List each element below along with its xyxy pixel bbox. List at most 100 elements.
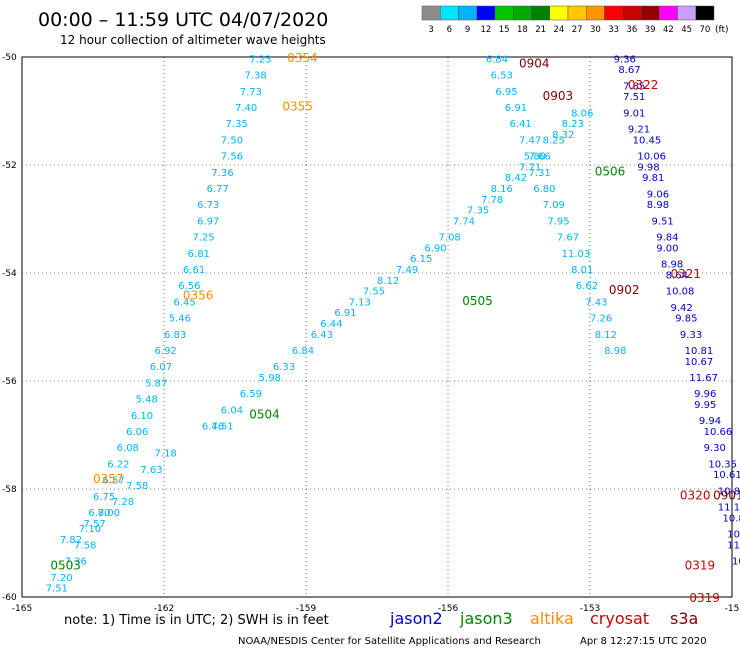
wave-height-value: 10.11 xyxy=(732,557,740,568)
wave-height-value: 9.01 xyxy=(623,108,645,119)
wave-height-value: 6.80 xyxy=(533,184,555,195)
wave-height-value: 5.46 xyxy=(169,314,191,325)
colorbar-label: 6 xyxy=(447,25,452,35)
wave-height-value: 6.84 xyxy=(486,54,508,65)
wave-height-value: 8.01 xyxy=(571,265,593,276)
colorbar-label: 33 xyxy=(608,25,619,35)
wave-height-value: 7.67 xyxy=(557,233,579,244)
colorbar-swatch xyxy=(659,5,678,21)
colorbar-swatch xyxy=(494,5,514,21)
wave-height-value: 10.61 xyxy=(713,470,740,481)
pass-time-label: 0354 xyxy=(287,51,318,65)
pass-time-label: 0356 xyxy=(183,289,214,303)
colorbar-label: 45 xyxy=(681,25,692,35)
wave-height-value: 6.06 xyxy=(126,427,148,438)
wave-height-value: 9.98 xyxy=(637,162,659,173)
wave-height-value: 8.12 xyxy=(377,276,399,287)
wave-height-value: 7.51 xyxy=(211,422,233,433)
wave-height-value: 7.43 xyxy=(585,297,607,308)
wave-height-value: 6.53 xyxy=(491,71,513,82)
pass-time-label: 0505 xyxy=(462,294,493,308)
wave-height-value: 7.78 xyxy=(481,195,503,206)
wave-height-value: 8.98 xyxy=(647,200,669,211)
y-tick-label: -56 xyxy=(2,377,17,387)
wave-height-value: 5.80 xyxy=(524,152,546,163)
wave-height-value: 7.10 xyxy=(79,524,101,535)
wave-height-value: 6.59 xyxy=(240,389,262,400)
wave-height-value: 9.95 xyxy=(694,400,716,411)
colorbar-swatch xyxy=(440,5,459,21)
wave-height-value: 6.92 xyxy=(155,346,177,357)
pass-time-label: 0322 xyxy=(628,78,659,92)
wave-height-value: 6.91 xyxy=(334,308,356,319)
y-tick-label: -54 xyxy=(2,269,17,279)
colorbar-label: 70 xyxy=(699,25,710,35)
colorbar-label: 3 xyxy=(428,25,433,35)
wave-height-value: 8.98 xyxy=(661,260,683,271)
wave-height-value: 10.35 xyxy=(708,459,737,470)
colorbar-swatch xyxy=(640,5,660,21)
pass-time-label: 0319 xyxy=(689,591,720,605)
colorbar-label: 9 xyxy=(465,25,470,35)
wave-height-value: 6.43 xyxy=(311,330,333,341)
wave-height-value: 8.25 xyxy=(543,135,565,146)
pass-time-label: 0904 xyxy=(519,56,550,70)
wave-height-value: 9.36 xyxy=(614,54,636,65)
chart-subtitle: 12 hour collection of altimeter wave hei… xyxy=(60,33,326,47)
colorbar-swatch xyxy=(567,5,587,21)
wave-height-value: 8.12 xyxy=(595,330,617,341)
pass-time-label: 0320 xyxy=(680,488,711,502)
wave-height-value: 7.09 xyxy=(543,200,565,211)
wave-height-value: 7.85 xyxy=(623,81,645,92)
wave-height-value: 11.03 xyxy=(562,249,591,260)
wave-height-value: 6.97 xyxy=(197,216,219,227)
footer-credit: NOAA/NESDIS Center for Satellite Applica… xyxy=(238,636,541,647)
wave-height-value: 7.95 xyxy=(547,216,569,227)
wave-height-value: 8.23 xyxy=(562,119,584,130)
colorbar-label: 12 xyxy=(480,25,491,35)
wave-height-value: 8.98 xyxy=(604,346,626,357)
wave-height-value: 7.35 xyxy=(467,206,489,217)
wave-height-value: 6.22 xyxy=(107,459,129,470)
wave-height-value: 6.84 xyxy=(292,346,314,357)
y-tick-label: -60 xyxy=(2,593,17,603)
legend-entry-jason2: jason2 xyxy=(389,609,443,628)
wave-height-value: 7.73 xyxy=(240,87,262,98)
wave-height-value: 9.51 xyxy=(652,216,674,227)
wave-height-value: 8.42 xyxy=(505,173,527,184)
chart-grid xyxy=(22,57,732,597)
wave-height-value: 6.80 xyxy=(88,508,110,519)
colorbar-label: 42 xyxy=(663,25,674,35)
wave-height-value: 5.87 xyxy=(145,378,167,389)
wave-height-value: 6.10 xyxy=(131,411,153,422)
wave-height-value: 6.33 xyxy=(273,362,295,373)
wave-height-value: 9.94 xyxy=(699,416,721,427)
wave-height-value: 6.91 xyxy=(505,103,527,114)
wave-height-value: 7.74 xyxy=(453,216,475,227)
wave-height-value: 7.38 xyxy=(244,71,266,82)
wave-height-value: 7.08 xyxy=(439,233,461,244)
wave-height-value: 7.58 xyxy=(74,540,96,551)
wave-height-value: 6.61 xyxy=(183,265,205,276)
wave-height-value: 10.67 xyxy=(727,530,740,541)
wave-height-value: 7.31 xyxy=(528,168,550,179)
wave-height-value: 6.95 xyxy=(495,87,517,98)
wave-height-value: 6.56 xyxy=(178,281,200,292)
wave-height-value: 6.41 xyxy=(510,119,532,130)
wave-height-value: 7.82 xyxy=(60,535,82,546)
wave-height-value: 6.46 xyxy=(202,422,224,433)
wave-height-value: 7.55 xyxy=(363,287,385,298)
x-tick-label: -165 xyxy=(12,604,32,614)
pass-time-label: 0901 xyxy=(713,488,740,502)
pass-time-labels: 0354 0355 0356 0357 0503 0504 0505 0506 0904 0903… xyxy=(50,51,740,605)
wave-height-value: 7.71 xyxy=(519,162,541,173)
pass-time-label: 0902 xyxy=(609,283,640,297)
pass-time-label: 0319 xyxy=(685,559,716,573)
wave-height-value: 6.15 xyxy=(410,254,432,265)
wave-height-value: 7.00 xyxy=(98,508,120,519)
legend-entry-s3a: s3a xyxy=(670,609,698,628)
plot-frame xyxy=(21,56,733,598)
x-tick-label: -156 xyxy=(438,604,459,614)
wave-height-value: 7.57 xyxy=(84,519,106,530)
wave-height-value: 7.25 xyxy=(192,233,214,244)
